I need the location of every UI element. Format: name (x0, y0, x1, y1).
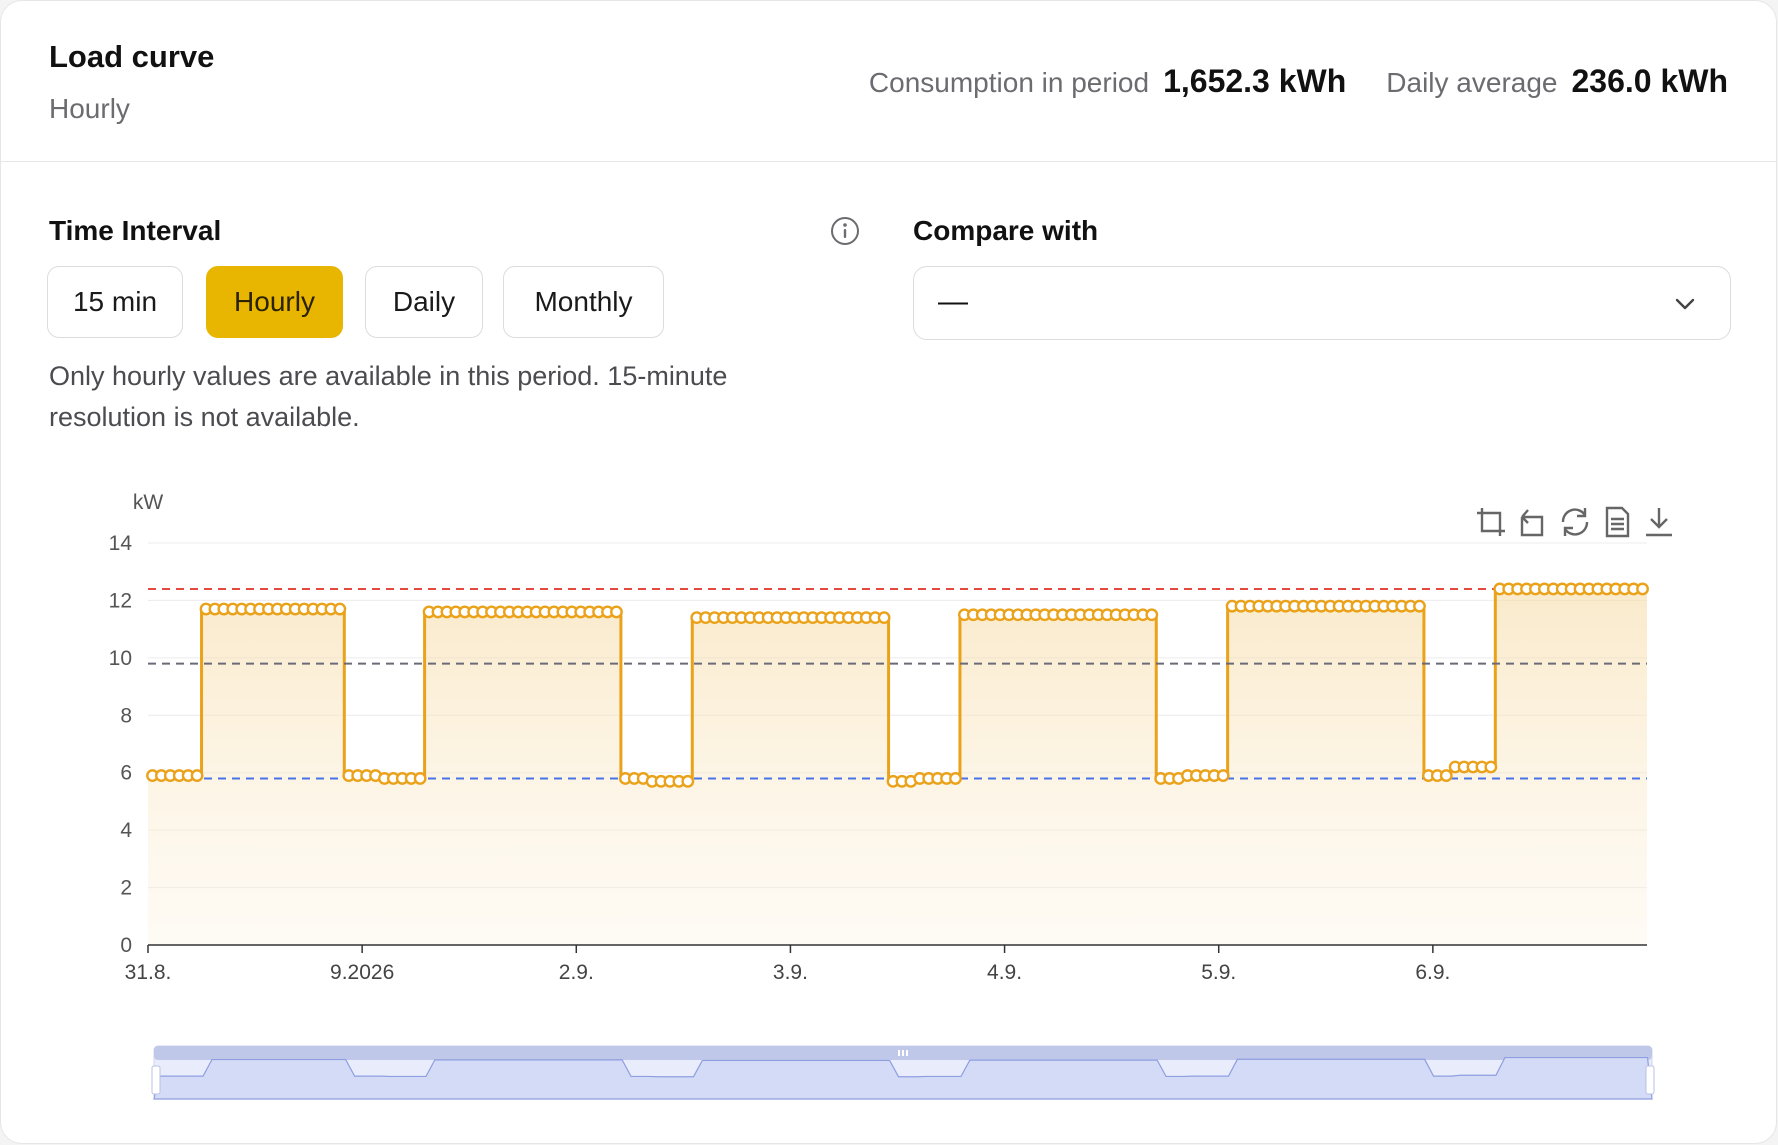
datazoom-handle-right (1645, 1065, 1655, 1095)
data-view-icon[interactable] (1600, 505, 1634, 539)
time-interval-label: Time Interval (49, 215, 222, 246)
x-tick-label: 4.9. (987, 961, 1022, 984)
data-point (1413, 599, 1426, 613)
y-tick-label: 8 (120, 704, 132, 727)
x-tick-label: 6.9. (1415, 961, 1450, 984)
data-point (877, 611, 891, 625)
zoom-icon[interactable] (1474, 505, 1508, 539)
data-point (1145, 608, 1159, 622)
datazoom-preview (153, 1056, 1653, 1100)
data-point (333, 602, 347, 616)
data-point (949, 772, 962, 785)
series-area (148, 588, 1647, 945)
datazoom-grip (898, 1050, 900, 1056)
datazoom-handle-left (151, 1065, 161, 1095)
card-title: Load curve (49, 39, 215, 74)
datazoom-grip (902, 1050, 904, 1056)
y-tick-label: 0 (120, 934, 132, 957)
y-tick-label: 14 (109, 532, 133, 555)
chart-toolbox (1474, 505, 1676, 539)
data-point (1439, 769, 1453, 782)
x-tick-label: 5.9. (1201, 961, 1236, 984)
x-tick-label: 9.2026 (330, 961, 394, 984)
daily-average-label: Daily average (1386, 67, 1558, 98)
compare-with-label: Compare with (913, 215, 1099, 246)
consumption-label: Consumption in period (868, 67, 1150, 98)
consumption-value: 1,652.3 kWh (1163, 63, 1347, 99)
restore-icon[interactable] (1558, 505, 1592, 539)
data-point (413, 772, 427, 785)
card-subtitle: Hourly (49, 93, 130, 124)
y-tick-label: 4 (120, 819, 132, 842)
card-header: Load curve Hourly Consumption in period … (1, 1, 1776, 162)
data-point (681, 774, 695, 788)
chevron-down-icon (1675, 298, 1695, 310)
interval-monthly-button[interactable]: Monthly (503, 266, 664, 338)
interval-hourly-button[interactable]: Hourly (206, 266, 343, 338)
y-tick-label: 12 (109, 589, 132, 612)
daily-average-value: 236.0 kWh (1571, 63, 1728, 99)
data-point (1216, 769, 1230, 782)
y-tick-label: 2 (120, 877, 132, 900)
interval-daily-button[interactable]: Daily (365, 266, 483, 338)
y-axis-label: kW (133, 491, 164, 514)
y-tick-label: 10 (109, 647, 132, 670)
data-point (1484, 760, 1498, 774)
data-point (610, 605, 623, 619)
compare-with-value: — (938, 285, 968, 318)
x-tick-label: 3.9. (773, 961, 808, 984)
data-point (190, 769, 204, 782)
compare-with-select[interactable]: — (913, 266, 1731, 340)
download-icon[interactable] (1642, 505, 1676, 539)
x-tick-label: 31.8. (125, 961, 172, 984)
info-icon[interactable] (829, 215, 861, 247)
zoom-reset-icon[interactable] (1516, 505, 1550, 539)
datazoom-grip (906, 1050, 908, 1056)
summary-stats: Consumption in period 1,652.3 kWh Daily … (869, 63, 1728, 100)
data-point (1636, 582, 1649, 596)
interval-helper-text: Only hourly values are available in this… (49, 361, 728, 432)
y-tick-label: 6 (120, 762, 132, 785)
interval-15min-button[interactable]: 15 min (47, 266, 183, 338)
x-tick-label: 2.9. (559, 961, 594, 984)
